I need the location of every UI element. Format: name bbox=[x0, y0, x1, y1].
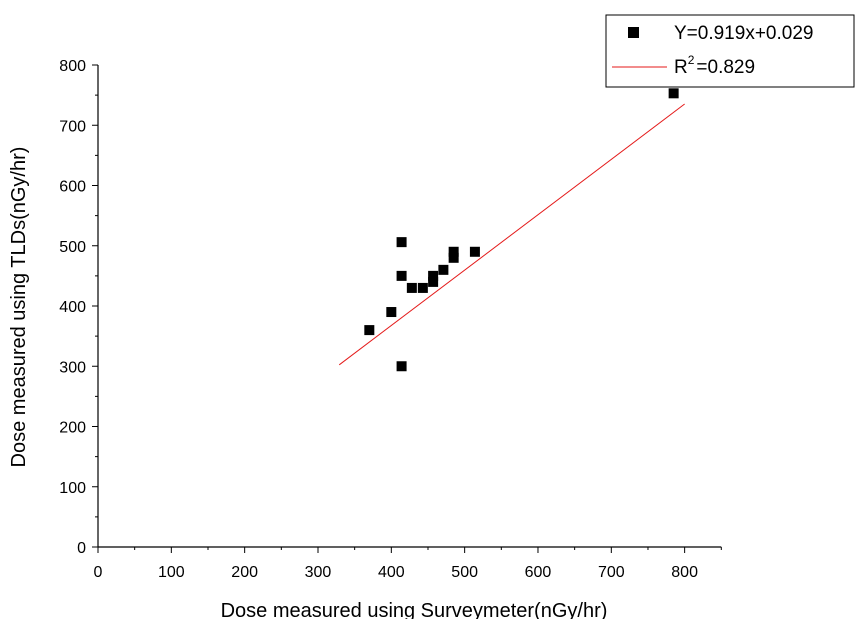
data-point bbox=[364, 325, 375, 336]
axes bbox=[97, 65, 722, 548]
data-point bbox=[417, 282, 428, 293]
y-tick-label: 700 bbox=[59, 118, 86, 135]
x-tick-label: 700 bbox=[598, 564, 625, 581]
x-tick-label: 600 bbox=[525, 564, 552, 581]
y-tick-label: 800 bbox=[59, 58, 86, 75]
legend-line-label-sup: 2 bbox=[688, 53, 695, 67]
y-tick-label: 300 bbox=[59, 359, 86, 376]
data-point bbox=[406, 282, 417, 293]
x-tick-label: 500 bbox=[451, 564, 478, 581]
ticks: 0 100 200 300 400 500 600 700 800 0 100 200 300 400 50… bbox=[59, 58, 722, 581]
fit-line bbox=[338, 103, 685, 366]
x-tick-label: 800 bbox=[671, 564, 698, 581]
legend-scatter-label: Y=0.919x+0.029 bbox=[674, 23, 813, 44]
legend-line-label-rest: =0.829 bbox=[696, 57, 755, 78]
points-layer bbox=[364, 88, 679, 372]
y-tick-label: 500 bbox=[59, 239, 86, 256]
legend-scatter-marker bbox=[628, 27, 639, 38]
x-tick-label: 100 bbox=[158, 564, 185, 581]
y-axis-title: Dose measured using TLDs(nGy/hr) bbox=[8, 147, 30, 468]
data-point bbox=[396, 270, 407, 281]
data-point bbox=[428, 270, 439, 281]
y-tick-label: 600 bbox=[59, 179, 86, 196]
fit-line-layer bbox=[338, 103, 685, 366]
data-point bbox=[438, 264, 449, 275]
legend-line-label: R2 =0.829 bbox=[674, 53, 755, 78]
data-point bbox=[386, 307, 397, 318]
y-tick-label: 200 bbox=[59, 420, 86, 437]
data-point bbox=[396, 237, 407, 248]
data-point bbox=[428, 276, 439, 287]
legend: Y=0.919x+0.029 R2 =0.829 bbox=[605, 14, 855, 88]
x-tick-label: 0 bbox=[94, 564, 103, 581]
x-tick-label: 300 bbox=[305, 564, 332, 581]
x-tick-label: 400 bbox=[378, 564, 405, 581]
data-point bbox=[668, 88, 679, 99]
legend-box bbox=[605, 14, 855, 88]
data-point bbox=[448, 252, 459, 263]
x-tick-label: 200 bbox=[231, 564, 258, 581]
data-point bbox=[448, 246, 459, 257]
legend-line-label-base: R bbox=[674, 57, 688, 78]
y-tick-label: 100 bbox=[59, 480, 86, 497]
data-point bbox=[396, 361, 407, 372]
y-tick-label: 400 bbox=[59, 299, 86, 316]
data-point bbox=[469, 246, 480, 257]
x-axis-title: Dose measured using Surveymeter(nGy/hr) bbox=[221, 600, 608, 619]
y-tick-label: 0 bbox=[77, 540, 86, 557]
